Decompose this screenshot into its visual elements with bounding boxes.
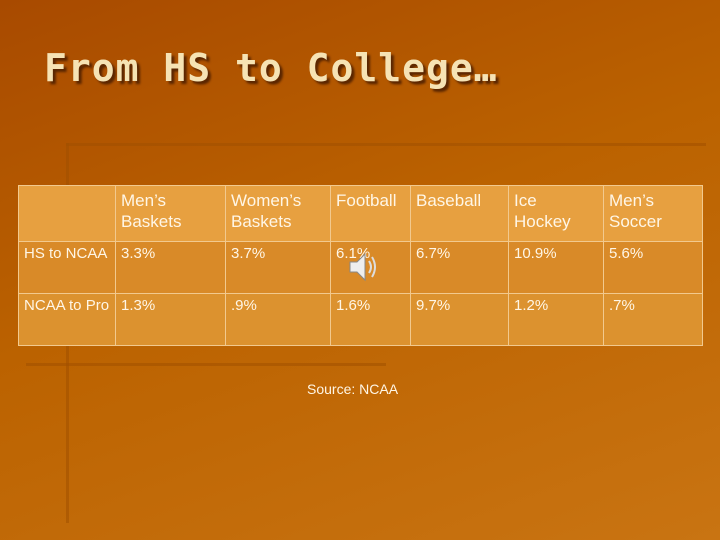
table-row: HS to NCAA 3.3% 3.7% 6.1% 6.7% 10.9% 5.6% [18,241,703,294]
data-cell: 3.3% [115,241,226,294]
table-row: NCAA to Pro 1.3% .9% 1.6% 9.7% 1.2% .7% [18,293,703,346]
data-cell: 3.7% [225,241,331,294]
data-cell: .7% [603,293,703,346]
data-cell: 1.3% [115,293,226,346]
header-cell-label [18,185,116,242]
data-cell: 6.1% [330,241,411,294]
stats-table: Men’s Baskets Women’s Baskets Football Base… [18,185,703,346]
divider [26,363,386,366]
data-cell: .9% [225,293,331,346]
data-cell: 9.7% [410,293,509,346]
data-cell-label: HS to NCAA [18,241,116,294]
data-cell: 6.7% [410,241,509,294]
header-cell: Football [330,185,411,242]
divider [66,143,706,146]
header-cell: Ice Hockey [508,185,604,242]
data-cell: 1.2% [508,293,604,346]
data-cell: 1.6% [330,293,411,346]
data-cell-label: NCAA to Pro [18,293,116,346]
speaker-icon[interactable] [348,250,378,284]
data-cell: 10.9% [508,241,604,294]
header-cell: Men’s Baskets [115,185,226,242]
header-cell: Women’s Baskets [225,185,331,242]
source-note: Source: NCAA [307,381,399,397]
header-cell: Men’s Soccer [603,185,703,242]
header-cell: Baseball [410,185,509,242]
data-cell: 5.6% [603,241,703,294]
slide-title: From HS to College… [44,46,498,90]
table-row: Men’s Baskets Women’s Baskets Football Base… [18,185,703,242]
